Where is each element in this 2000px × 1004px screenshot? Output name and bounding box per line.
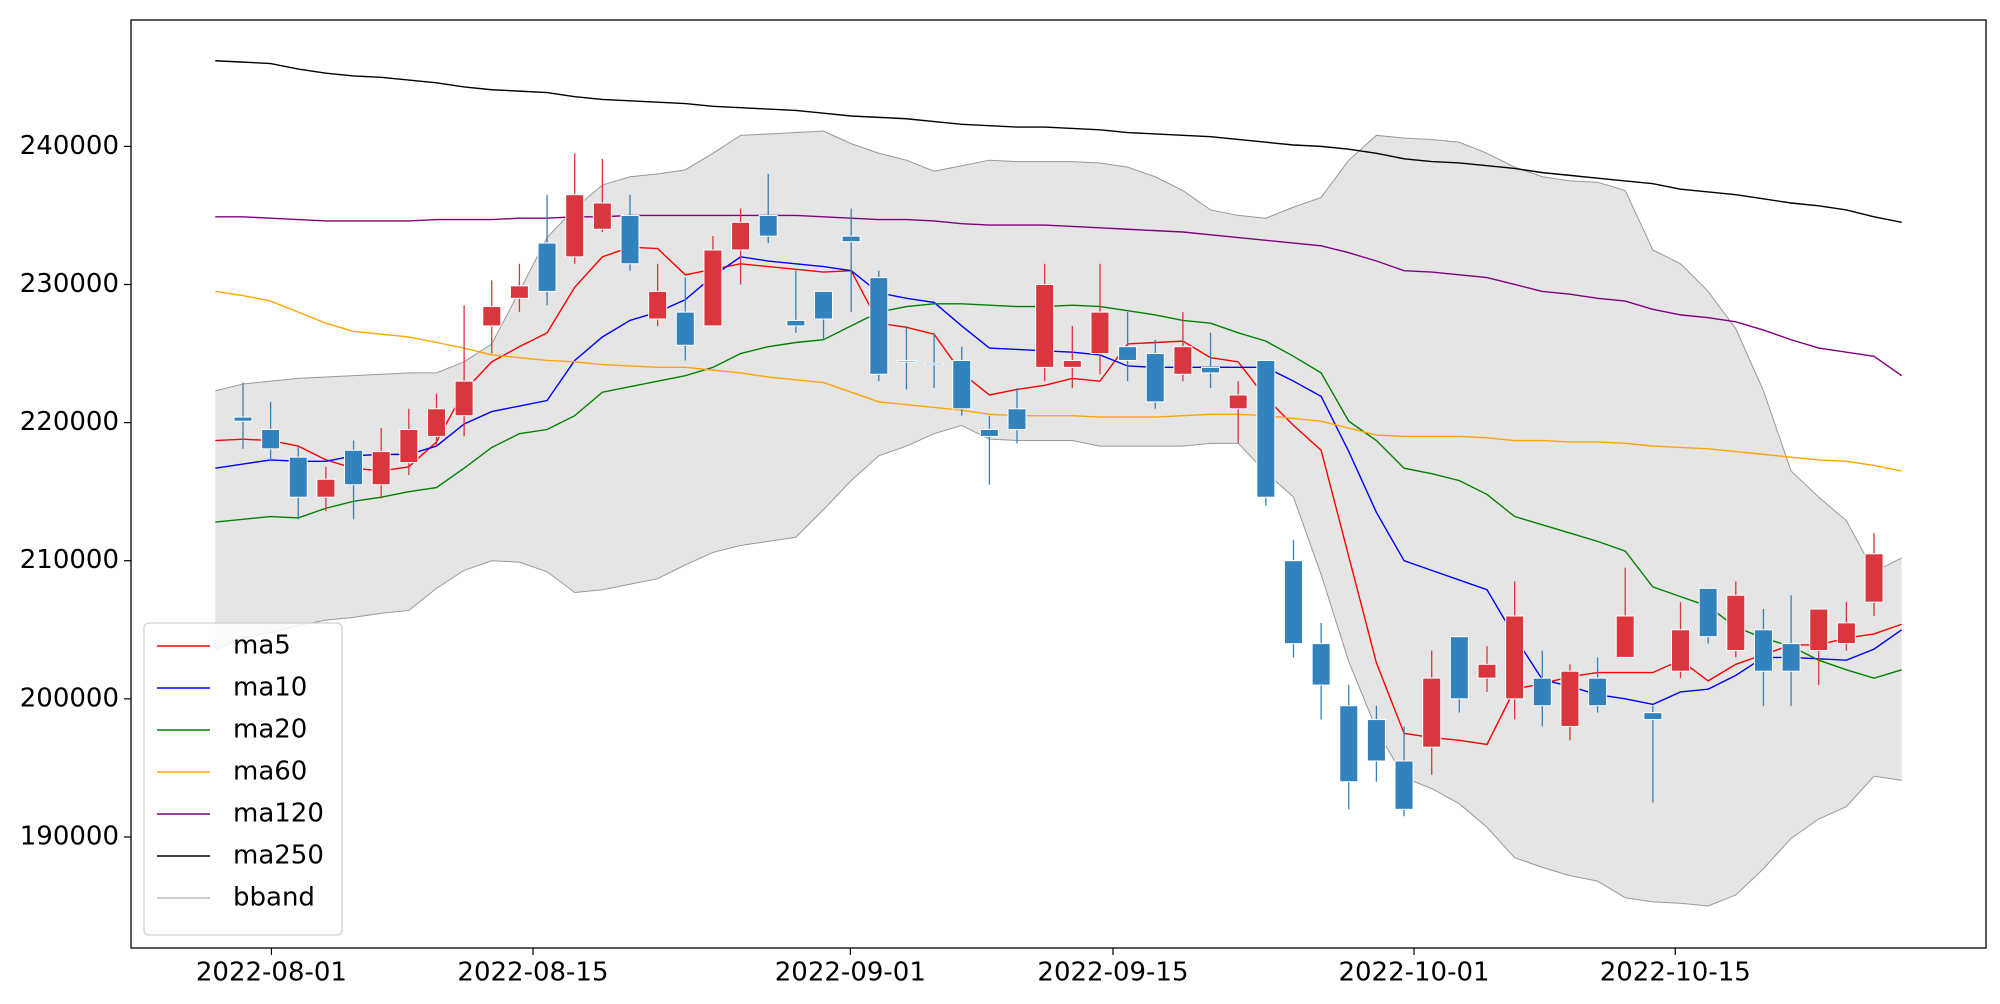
candle-body bbox=[288, 456, 308, 498]
candle-body bbox=[1035, 283, 1055, 368]
legend-label: ma10 bbox=[233, 673, 307, 703]
candle-body bbox=[399, 429, 419, 464]
ma-line bbox=[215, 246, 1902, 746]
candle-body bbox=[952, 359, 972, 410]
candle-body bbox=[814, 290, 834, 320]
candle-body bbox=[1311, 643, 1331, 686]
candle-body bbox=[869, 277, 889, 375]
candle-body bbox=[1836, 622, 1856, 645]
candle-body bbox=[426, 408, 446, 437]
candle-body bbox=[371, 451, 391, 486]
candle-body bbox=[841, 235, 861, 243]
candle-body bbox=[1118, 346, 1138, 361]
candle-body bbox=[786, 319, 806, 327]
candle-body bbox=[1449, 636, 1469, 700]
candle-body bbox=[1560, 670, 1580, 727]
candle-body bbox=[454, 380, 474, 417]
legend-label: ma250 bbox=[233, 841, 324, 871]
candle-body bbox=[1256, 359, 1276, 498]
x-tick-label: 2022-09-15 bbox=[1037, 958, 1188, 988]
candle-body bbox=[1007, 408, 1027, 431]
bband-area bbox=[215, 131, 1902, 907]
legend-label: ma5 bbox=[233, 631, 291, 661]
candle-body bbox=[758, 214, 778, 237]
candle-body bbox=[1615, 615, 1635, 658]
candle-body bbox=[1145, 353, 1165, 403]
legend-box bbox=[143, 622, 343, 936]
candle-body bbox=[620, 214, 640, 265]
candle-body bbox=[1366, 719, 1386, 762]
y-tick-label: 220000 bbox=[20, 407, 119, 437]
candle-body bbox=[1201, 366, 1221, 374]
candle-body bbox=[565, 194, 585, 258]
candle-body bbox=[1422, 677, 1442, 748]
candle-body bbox=[1532, 677, 1552, 707]
legend-label: ma60 bbox=[233, 757, 307, 787]
candle-body bbox=[703, 249, 723, 327]
ma-line bbox=[215, 256, 1903, 706]
candle-body bbox=[233, 416, 253, 422]
candle-body bbox=[1643, 712, 1663, 721]
y-tick-label: 190000 bbox=[20, 821, 119, 851]
candle-body bbox=[675, 311, 695, 346]
ma-line bbox=[215, 290, 1902, 472]
y-tick-label: 230000 bbox=[20, 269, 119, 299]
y-tick-label: 200000 bbox=[20, 683, 119, 713]
candle-body bbox=[1228, 394, 1248, 410]
ma-line bbox=[215, 303, 1902, 679]
candle-body bbox=[592, 202, 612, 230]
candle-body bbox=[1698, 587, 1718, 638]
candle-body bbox=[261, 429, 281, 450]
candle-body bbox=[1339, 705, 1359, 783]
candle-body bbox=[731, 221, 751, 251]
candle-body bbox=[1809, 608, 1829, 651]
x-tick-label: 2022-10-15 bbox=[1600, 958, 1751, 988]
candle-body bbox=[648, 290, 668, 320]
y-tick-label: 240000 bbox=[20, 131, 119, 161]
candle-body bbox=[924, 362, 944, 366]
legend-label: ma120 bbox=[233, 799, 324, 829]
legend: ma5 ma10 ma20 ma60 ma120 ma250 bband bbox=[143, 622, 343, 936]
candle-body bbox=[482, 306, 502, 327]
candle-body bbox=[1726, 594, 1746, 651]
ma-line bbox=[215, 60, 1902, 224]
ma-line bbox=[215, 214, 1903, 377]
bband-upper bbox=[215, 130, 1902, 573]
candle-body bbox=[1283, 560, 1303, 645]
candle-body bbox=[1505, 615, 1525, 700]
candle-body bbox=[979, 429, 999, 437]
candle-body bbox=[316, 478, 336, 498]
candle-body bbox=[1671, 629, 1691, 672]
candle-body bbox=[344, 449, 364, 486]
bband-lower bbox=[215, 424, 1902, 907]
y-tick-label: 210000 bbox=[20, 545, 119, 575]
candle-body bbox=[1864, 553, 1884, 603]
x-tick-label: 2022-09-01 bbox=[775, 958, 926, 988]
plot-frame bbox=[130, 19, 1987, 949]
candle-body bbox=[537, 242, 557, 292]
candle-body bbox=[1781, 643, 1801, 672]
candle-body bbox=[1173, 346, 1193, 375]
legend-label: ma20 bbox=[233, 715, 307, 745]
candle-body bbox=[896, 359, 916, 363]
x-tick-label: 2022-08-01 bbox=[196, 958, 347, 988]
legend-label: bband bbox=[233, 883, 315, 913]
candle-body bbox=[1394, 760, 1414, 810]
candle-body bbox=[1753, 629, 1773, 672]
candle-body bbox=[509, 285, 529, 299]
candle-body bbox=[1588, 677, 1608, 707]
x-tick-label: 2022-08-15 bbox=[457, 958, 608, 988]
x-tick-label: 2022-10-01 bbox=[1338, 958, 1489, 988]
candle-body bbox=[1090, 311, 1110, 355]
candle-body bbox=[1062, 359, 1082, 368]
candle-body bbox=[1477, 663, 1497, 679]
